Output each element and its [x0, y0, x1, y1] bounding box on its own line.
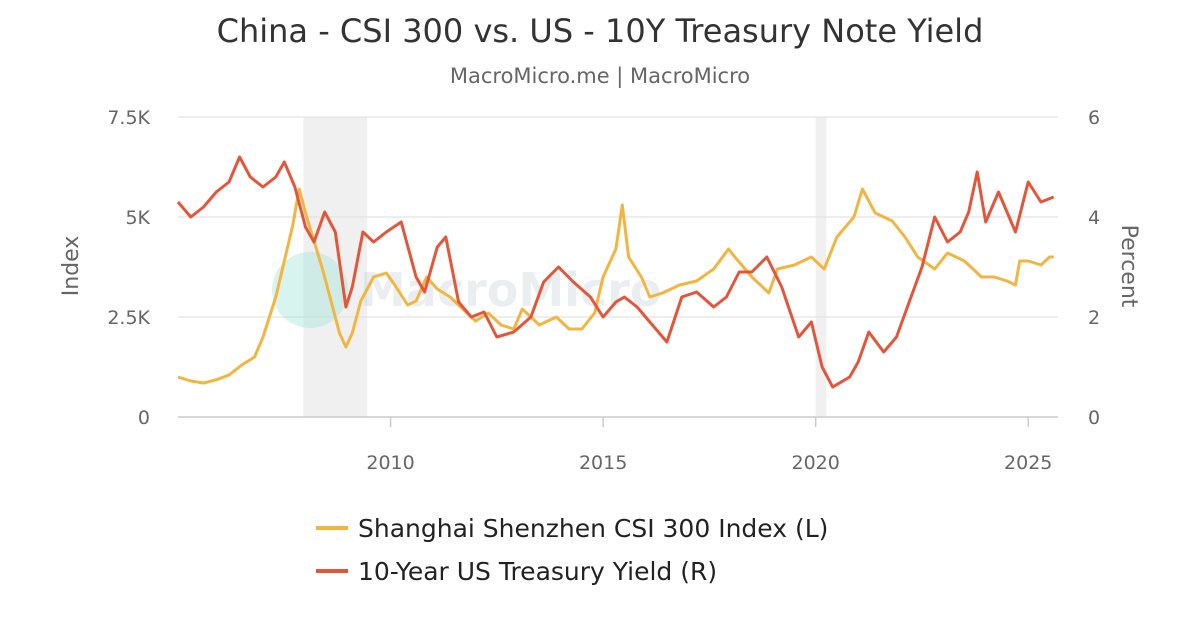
left-axis-title: Index	[59, 236, 84, 297]
right-tick-label: 6	[1088, 107, 1100, 129]
chart-title: China - CSI 300 vs. US - 10Y Treasury No…	[216, 12, 984, 50]
x-tick-label: 2020	[792, 452, 840, 474]
legend-item-csi300[interactable]: Shanghai Shenzhen CSI 300 Index (L)	[316, 514, 828, 543]
chart-subtitle: MacroMicro.me | MacroMicro	[449, 64, 751, 88]
series-line-us10y	[176, 155, 1055, 389]
left-axis-ticks: 0 2.5K 5K 7.5K	[107, 107, 150, 429]
x-axis-ticks: 2010 2015 2020 2025	[366, 417, 1052, 474]
grid-lines	[178, 116, 1058, 318]
left-tick-label: 5K	[125, 207, 150, 229]
series-line-csi300	[177, 187, 1054, 385]
watermark-logo	[272, 252, 348, 328]
left-tick-label: 7.5K	[107, 107, 150, 129]
x-tick-label: 2010	[366, 452, 414, 474]
right-tick-label: 0	[1088, 407, 1100, 429]
legend-item-us10y[interactable]: 10-Year US Treasury Yield (R)	[316, 557, 717, 586]
left-tick-label: 2.5K	[107, 307, 150, 329]
watermark-text: MacroMicro	[360, 263, 661, 317]
right-axis-title: Percent	[1116, 225, 1141, 308]
right-tick-label: 4	[1088, 207, 1100, 229]
series-lines	[176, 155, 1055, 389]
right-tick-label: 2	[1088, 307, 1100, 329]
legend: Shanghai Shenzhen CSI 300 Index (L) 10-Y…	[316, 514, 828, 586]
left-tick-label: 0	[138, 407, 150, 429]
x-tick-label: 2025	[1004, 452, 1052, 474]
legend-label-csi300: Shanghai Shenzhen CSI 300 Index (L)	[358, 514, 828, 543]
watermark: MacroMicro	[272, 252, 661, 328]
x-tick-label: 2015	[579, 452, 627, 474]
legend-label-us10y: 10-Year US Treasury Yield (R)	[358, 557, 717, 586]
right-axis-ticks: 0 2 4 6	[1088, 107, 1100, 429]
